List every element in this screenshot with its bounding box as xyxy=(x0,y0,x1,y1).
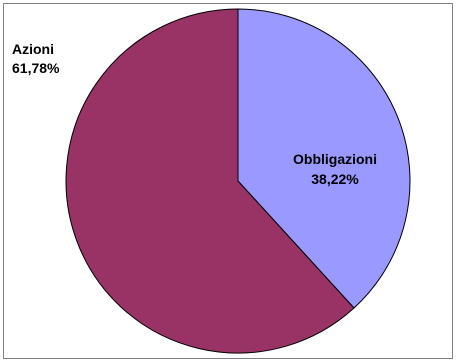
slice-name-obbligazioni: Obbligazioni xyxy=(293,151,377,167)
pie-slice-obbligazioni xyxy=(237,8,411,309)
slice-name-azioni: Azioni xyxy=(12,41,54,57)
slice-value-azioni: 61,78% xyxy=(12,60,60,76)
slice-value-obbligazioni: 38,22% xyxy=(311,171,359,187)
label-azioni: Azioni 61,78% xyxy=(12,41,60,76)
pie-slice-azioni xyxy=(65,8,355,354)
pie-slices xyxy=(65,8,411,354)
label-obbligazioni: Obbligazioni 38,22% xyxy=(293,151,377,187)
